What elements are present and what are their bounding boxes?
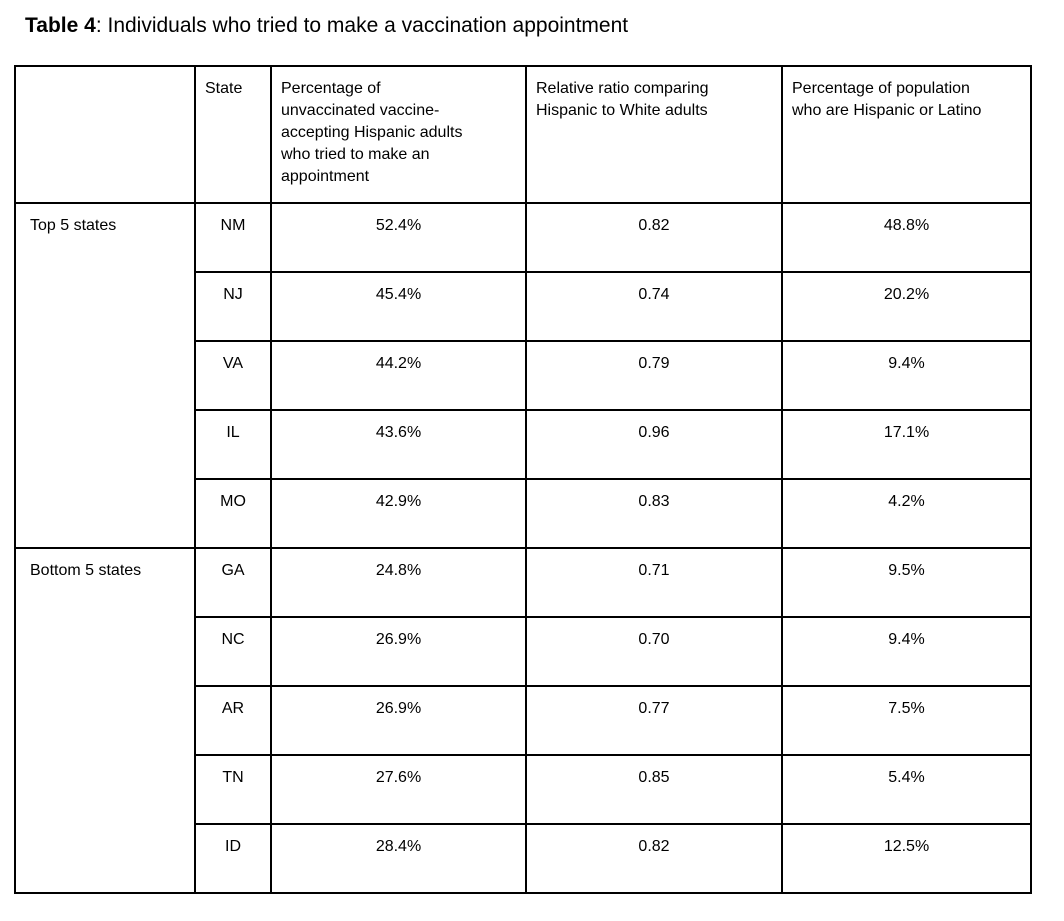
state-cell: TN	[194, 754, 272, 825]
ratio-cell: 0.82	[525, 202, 783, 273]
header-cell-state: State	[194, 65, 272, 204]
table-row: Top 5 states NM 52.4% 0.82 48.8%	[14, 202, 1032, 549]
header-cell-pct-tried: Percentage of unvaccinated vaccine- acce…	[270, 65, 527, 204]
state-cell: NC	[194, 616, 272, 687]
state-cell: GA	[194, 547, 272, 618]
header-cell-group	[14, 65, 196, 204]
pct-tried-cell: 27.6%	[270, 754, 527, 825]
ratio-cell: 0.85	[525, 754, 783, 825]
pct-pop-cell: 9.4%	[781, 340, 1032, 411]
header-cell-ratio: Relative ratio comparing Hispanic to Whi…	[525, 65, 783, 204]
state-cell: NM	[194, 202, 272, 273]
caption-prefix: Table 4	[25, 14, 96, 37]
pct-tried-cell: 26.9%	[270, 685, 527, 756]
ratio-cell: 0.77	[525, 685, 783, 756]
pct-pop-cell: 4.2%	[781, 478, 1032, 549]
state-cell: MO	[194, 478, 272, 549]
pct-tried-cell: 26.9%	[270, 616, 527, 687]
ratio-cell: 0.79	[525, 340, 783, 411]
ratio-cell: 0.70	[525, 616, 783, 687]
ratio-cell: 0.82	[525, 823, 783, 894]
group-cell-bottom5: Bottom 5 states	[14, 547, 196, 894]
table-row: NC 26.9% 0.70 9.4%	[15, 616, 1032, 687]
header-cell-pct-population: Percentage of population who are Hispani…	[781, 65, 1032, 204]
table-row: ID 28.4% 0.82 12.5%	[15, 823, 1032, 894]
pct-pop-cell: 12.5%	[781, 823, 1032, 894]
pct-tried-cell: 45.4%	[270, 271, 527, 342]
state-cell: ID	[194, 823, 272, 894]
state-cell: VA	[194, 340, 272, 411]
ratio-cell: 0.96	[525, 409, 783, 480]
pct-tried-cell: 42.9%	[270, 478, 527, 549]
table-row: TN 27.6% 0.85 5.4%	[15, 754, 1032, 825]
pct-pop-cell: 20.2%	[781, 271, 1032, 342]
table-row: VA 44.2% 0.79 9.4%	[15, 340, 1032, 411]
ratio-cell: 0.71	[525, 547, 783, 618]
table-caption: Table 4: Individuals who tried to make a…	[25, 13, 628, 39]
pct-pop-cell: 5.4%	[781, 754, 1032, 825]
state-cell: IL	[194, 409, 272, 480]
table-row: NJ 45.4% 0.74 20.2%	[15, 271, 1032, 342]
table-row: MO 42.9% 0.83 4.2%	[15, 478, 1032, 549]
pct-tried-cell: 44.2%	[270, 340, 527, 411]
state-cell: AR	[194, 685, 272, 756]
group-cell-top5: Top 5 states	[14, 202, 196, 549]
table-row: Bottom 5 states GA 24.8% 0.71 9.5%	[14, 547, 1032, 894]
vaccination-appointment-table: State Percentage of unvaccinated vaccine…	[14, 65, 1032, 894]
ratio-cell: 0.74	[525, 271, 783, 342]
header-row: State Percentage of unvaccinated vaccine…	[14, 65, 1032, 204]
ratio-cell: 0.83	[525, 478, 783, 549]
pct-pop-cell: 7.5%	[781, 685, 1032, 756]
pct-tried-cell: 28.4%	[270, 823, 527, 894]
table-row: IL 43.6% 0.96 17.1%	[15, 409, 1032, 480]
pct-pop-cell: 9.5%	[781, 547, 1032, 618]
table-row: AR 26.9% 0.77 7.5%	[15, 685, 1032, 756]
pct-tried-cell: 24.8%	[270, 547, 527, 618]
pct-tried-cell: 52.4%	[270, 202, 527, 273]
pct-tried-cell: 43.6%	[270, 409, 527, 480]
pct-pop-cell: 48.8%	[781, 202, 1032, 273]
pct-pop-cell: 17.1%	[781, 409, 1032, 480]
pct-pop-cell: 9.4%	[781, 616, 1032, 687]
state-cell: NJ	[194, 271, 272, 342]
caption-text: : Individuals who tried to make a vaccin…	[95, 14, 629, 37]
